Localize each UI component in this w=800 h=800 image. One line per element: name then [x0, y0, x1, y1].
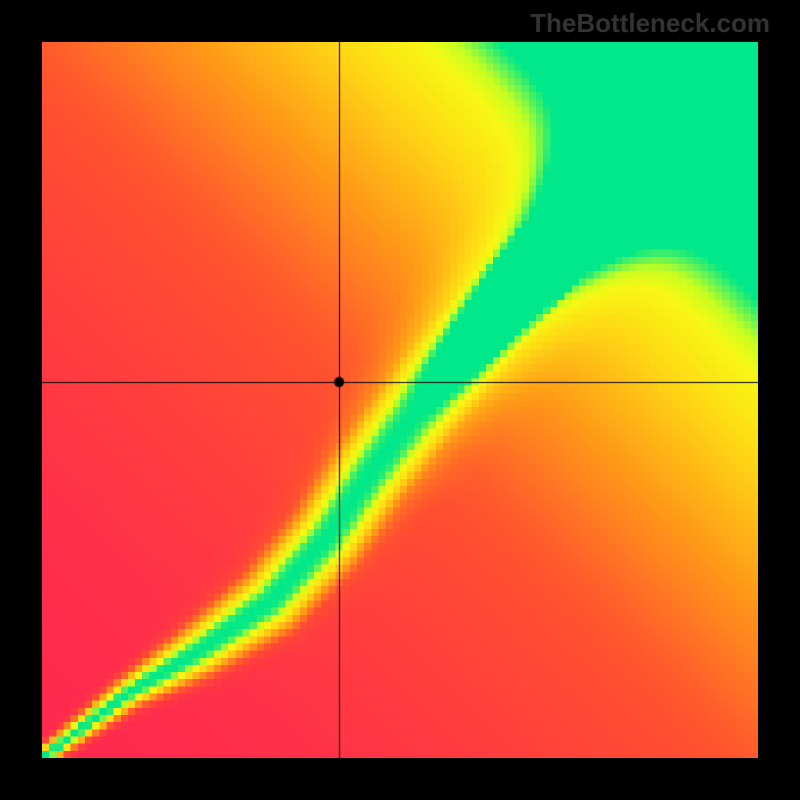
watermark-text: TheBottleneck.com [530, 8, 770, 39]
crosshair-overlay [42, 42, 758, 758]
chart-container: TheBottleneck.com [0, 0, 800, 800]
